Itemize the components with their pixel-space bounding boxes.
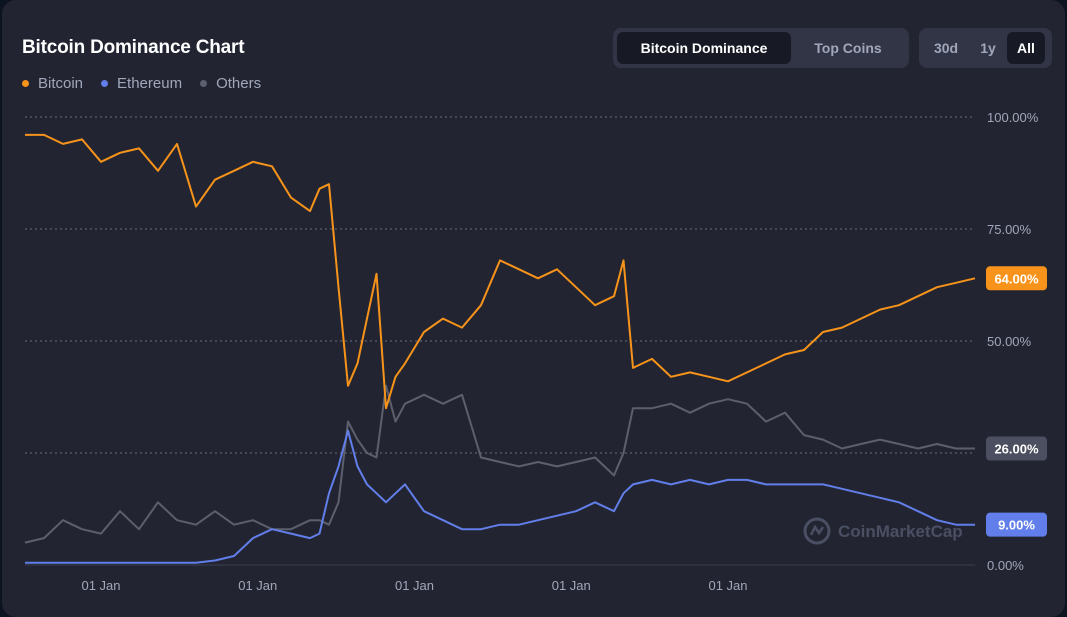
legend-item-others[interactable]: Others: [200, 75, 261, 92]
legend: Bitcoin Ethereum Others: [22, 75, 261, 92]
legend-item-ethereum[interactable]: Ethereum: [101, 75, 182, 92]
current-value-tags: 64.00% 9.00% 26.00%: [986, 266, 1047, 537]
range-all[interactable]: All: [1007, 32, 1045, 64]
tab-bitcoin-dominance[interactable]: Bitcoin Dominance: [617, 32, 791, 64]
value-tag-bg: [986, 266, 1047, 291]
value-tag-bg: [986, 436, 1047, 461]
y-tick-label: 0.00%: [987, 558, 1024, 573]
x-tick-label: 01 Jan: [238, 578, 277, 593]
current-value-tag-others: 26.00%: [986, 436, 1047, 461]
x-tick-label: 01 Jan: [552, 578, 591, 593]
y-tick-label: 75.00%: [987, 222, 1032, 237]
x-tick-label: 01 Jan: [395, 578, 434, 593]
range-1y[interactable]: 1y: [980, 40, 996, 56]
range-30d[interactable]: 30d: [933, 40, 959, 56]
x-tick-label: 01 Jan: [81, 578, 120, 593]
current-value-tag-bitcoin: 64.00%: [986, 266, 1047, 291]
x-axis-ticks: 01 Jan 01 Jan 01 Jan 01 Jan 01 Jan: [81, 578, 747, 593]
grid-lines: [25, 116, 975, 566]
x-tick-label: 01 Jan: [708, 578, 747, 593]
watermark-text: CoinMarketCap: [838, 522, 963, 541]
coinmarketcap-logo-icon: [803, 517, 831, 545]
y-tick-label: 50.00%: [987, 334, 1032, 349]
chart-title: Bitcoin Dominance Chart: [22, 37, 245, 58]
tab-top-coins[interactable]: Top Coins: [814, 40, 882, 56]
legend-label-ethereum: Ethereum: [117, 75, 183, 92]
value-tag-text: 9.00%: [998, 518, 1035, 533]
series-line-others[interactable]: [24, 384, 975, 544]
value-tag-text: 64.00%: [994, 271, 1039, 286]
current-value-tag-ethereum: 9.00%: [986, 512, 1047, 537]
series-lines: [24, 133, 976, 564]
legend-dot-ethereum: [101, 80, 109, 87]
chart-type-tabs: Bitcoin Dominance Top Coins: [613, 28, 909, 68]
series-line-bitcoin[interactable]: [25, 133, 976, 410]
y-axis-ticks: 100.00%75.00%50.00%25.00%0.00%: [987, 110, 1039, 573]
value-tag-text: 26.00%: [994, 442, 1039, 457]
legend-item-bitcoin[interactable]: Bitcoin: [22, 75, 83, 92]
legend-dot-others: [200, 80, 208, 87]
watermark: CoinMarketCap: [803, 517, 963, 545]
series-line-ethereum[interactable]: [25, 429, 975, 564]
legend-label-bitcoin: Bitcoin: [38, 75, 84, 92]
legend-dot-bitcoin: [22, 80, 29, 87]
y-tick-label: 100.00%: [987, 110, 1039, 125]
legend-label-others: Others: [216, 75, 262, 92]
value-tag-bg: [986, 512, 1047, 537]
time-range-tabs: 30d 1y All: [919, 28, 1052, 68]
